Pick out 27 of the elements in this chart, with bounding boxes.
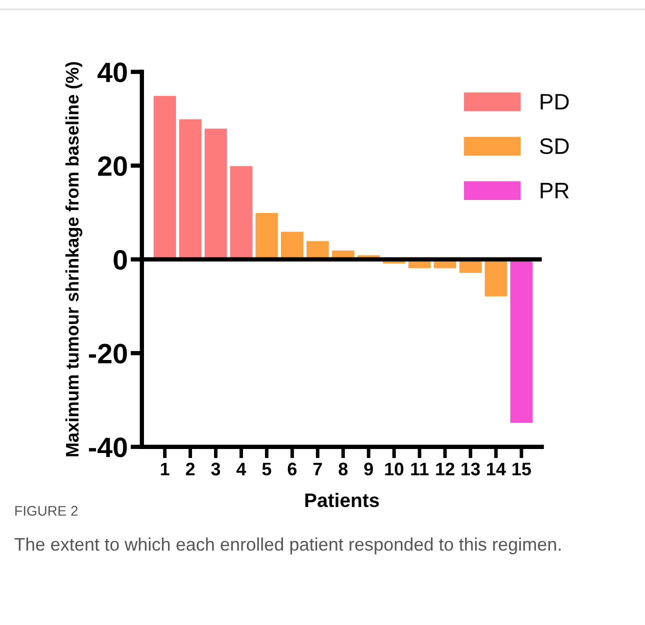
y-tick-label: 20 <box>98 156 127 176</box>
caption: FIGURE 2 <box>15 506 78 516</box>
x-tick-label: 11 <box>411 462 429 476</box>
x-tick-label: 4 <box>236 462 246 476</box>
x-tick-label: 8 <box>338 462 348 476</box>
text: The extent to which each enrolled patient responded to this regimen. <box>14 538 561 554</box>
x-axis-title: Patients <box>305 492 379 508</box>
x-tick-label: 14 <box>487 462 506 476</box>
y-tick-label: -20 <box>88 344 127 364</box>
legend-label: PR <box>540 182 569 198</box>
y-tick-label: -40 <box>88 438 127 458</box>
x-tick-label: 13 <box>462 462 480 476</box>
x-tick-label: 2 <box>186 462 195 476</box>
x-tick-label: 5 <box>262 462 272 476</box>
x-tick-label: 7 <box>313 462 322 476</box>
x-tick-label: 12 <box>436 462 454 476</box>
x-tick-label: 15 <box>512 462 531 476</box>
x-tick-label: 10 <box>385 462 404 476</box>
legend-label: SD <box>540 138 569 154</box>
y-axis-title: Maximum tumour shrinkage from baseline (%) <box>65 62 82 456</box>
legend-label: PD <box>540 94 569 110</box>
x-tick-label: 1 <box>160 462 170 476</box>
y-tick-label: 0 <box>114 250 127 270</box>
y-tick-label: 40 <box>98 62 127 82</box>
x-tick-label: 6 <box>288 462 297 476</box>
x-tick-label: 9 <box>364 462 373 476</box>
x-tick-label: 3 <box>211 462 220 476</box>
